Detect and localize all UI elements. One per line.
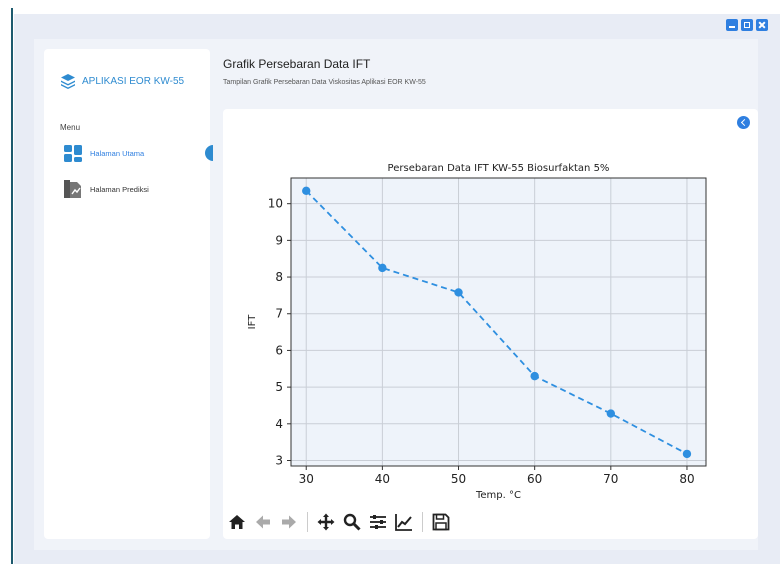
toolbar-separator <box>422 512 423 532</box>
y-tick-label: 6 <box>275 343 283 357</box>
plot-toolbar <box>227 512 451 532</box>
data-point <box>606 409 616 418</box>
chart-panel: 30 40 50 60 70 80 3 4 5 6 7 8 9 10 Persebaran Data IFT… <box>223 109 758 539</box>
y-tick-label: 7 <box>275 307 283 321</box>
series-line <box>305 190 688 455</box>
data-point <box>682 449 692 459</box>
y-tick-label: 5 <box>275 380 283 394</box>
data-point <box>530 371 539 381</box>
maximize-icon[interactable] <box>741 19 753 31</box>
x-tick-label: 60 <box>527 472 542 486</box>
brand-name: APLIKASI EOR KW-55 <box>82 75 185 87</box>
page-subtitle: Tampilan Grafik Persebaran Data Viskosit… <box>223 79 426 86</box>
page-title: Grafik Persebaran Data IFT <box>223 57 371 71</box>
window-controls <box>726 19 768 31</box>
zoom-icon[interactable] <box>342 512 362 532</box>
data-point <box>454 288 463 297</box>
y-tick-label: 10 <box>268 197 283 211</box>
dashboard-icon <box>64 145 82 162</box>
x-tick-label: 30 <box>299 472 314 486</box>
brand: APLIKASI EOR KW-55 <box>60 73 184 89</box>
configure-subplots-icon[interactable] <box>368 512 388 532</box>
pan-icon[interactable] <box>316 512 336 532</box>
layers-icon <box>61 74 75 89</box>
ift-chart: 30 40 50 60 70 80 3 4 5 6 7 8 9 10 Persebaran Data IFT… <box>247 163 707 501</box>
nav-label: Halaman Utama <box>90 149 145 158</box>
toolbar-separator <box>307 512 308 532</box>
save-icon[interactable] <box>431 512 451 532</box>
collapse-icon[interactable] <box>737 116 750 129</box>
app-body: APLIKASI EOR KW-55 Menu Halaman Utama <box>34 39 758 550</box>
window-edge <box>11 8 13 564</box>
plot-frame <box>290 177 707 467</box>
y-tick-label: 3 <box>275 453 283 467</box>
close-icon[interactable] <box>756 19 768 31</box>
x-tick-label: 50 <box>451 472 466 486</box>
minimize-icon[interactable] <box>726 19 738 31</box>
home-icon[interactable] <box>227 512 247 532</box>
y-tick-label: 4 <box>275 417 283 431</box>
edit-axis-icon[interactable] <box>394 512 414 532</box>
x-tick-label: 40 <box>375 472 390 486</box>
menu-label: Menu <box>60 123 81 132</box>
y-tick-label: 8 <box>275 270 283 284</box>
active-indicator <box>205 145 213 161</box>
plot-area <box>291 178 706 466</box>
nav-item-halaman-prediksi[interactable]: Halaman Prediksi <box>64 180 149 198</box>
y-axis-label: IFT <box>247 314 258 330</box>
x-axis-label: Temp. °C <box>475 490 521 501</box>
chart-title: Persebaran Data IFT KW-55 Biosurfaktan 5… <box>388 163 610 174</box>
x-tick-label: 70 <box>603 472 618 486</box>
document-chart-icon <box>64 180 81 198</box>
app-window: APLIKASI EOR KW-55 Menu Halaman Utama <box>14 14 780 564</box>
sidebar: APLIKASI EOR KW-55 Menu Halaman Utama <box>44 49 213 539</box>
data-point <box>302 186 311 196</box>
x-tick-label: 80 <box>679 472 694 486</box>
back-arrow-icon[interactable] <box>253 512 273 532</box>
y-tick-label: 9 <box>275 233 283 247</box>
forward-arrow-icon[interactable] <box>279 512 299 532</box>
data-point <box>378 263 387 273</box>
nav-label: Halaman Prediksi <box>90 184 149 194</box>
nav-item-halaman-utama[interactable]: Halaman Utama <box>64 145 144 162</box>
